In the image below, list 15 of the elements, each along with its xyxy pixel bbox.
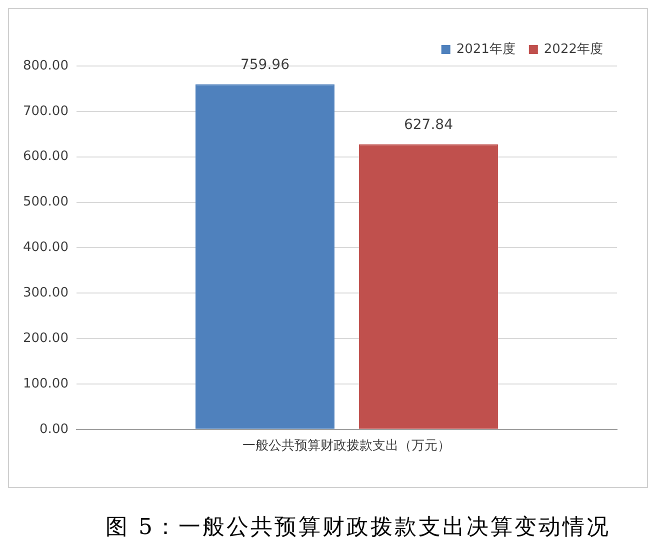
y-tick-label: 800.00 — [22, 58, 68, 74]
y-tick-label: 700.00 — [22, 104, 68, 119]
legend-label: 2022年度 — [544, 40, 604, 57]
y-tick-label: 400.00 — [22, 240, 68, 256]
x-tick-label: 一般公共预算财政拨款支出（万元） — [242, 438, 451, 454]
y-tick-label: 100.00 — [22, 376, 68, 392]
y-tick-label: 200.00 — [22, 330, 68, 346]
y-tick-label: 500.00 — [22, 194, 68, 210]
legend-label: 2021年度 — [456, 40, 516, 57]
y-tick-label: 600.00 — [22, 149, 68, 164]
text: 图 5：一般公共预算财政拨款支出决算变动情况 — [104, 514, 612, 542]
y-tick-label: 300.00 — [22, 286, 68, 300]
data-label: 627.84 — [404, 116, 454, 133]
y-tick-label: 0.00 — [40, 422, 68, 437]
data-label: 759.96 — [240, 56, 290, 73]
